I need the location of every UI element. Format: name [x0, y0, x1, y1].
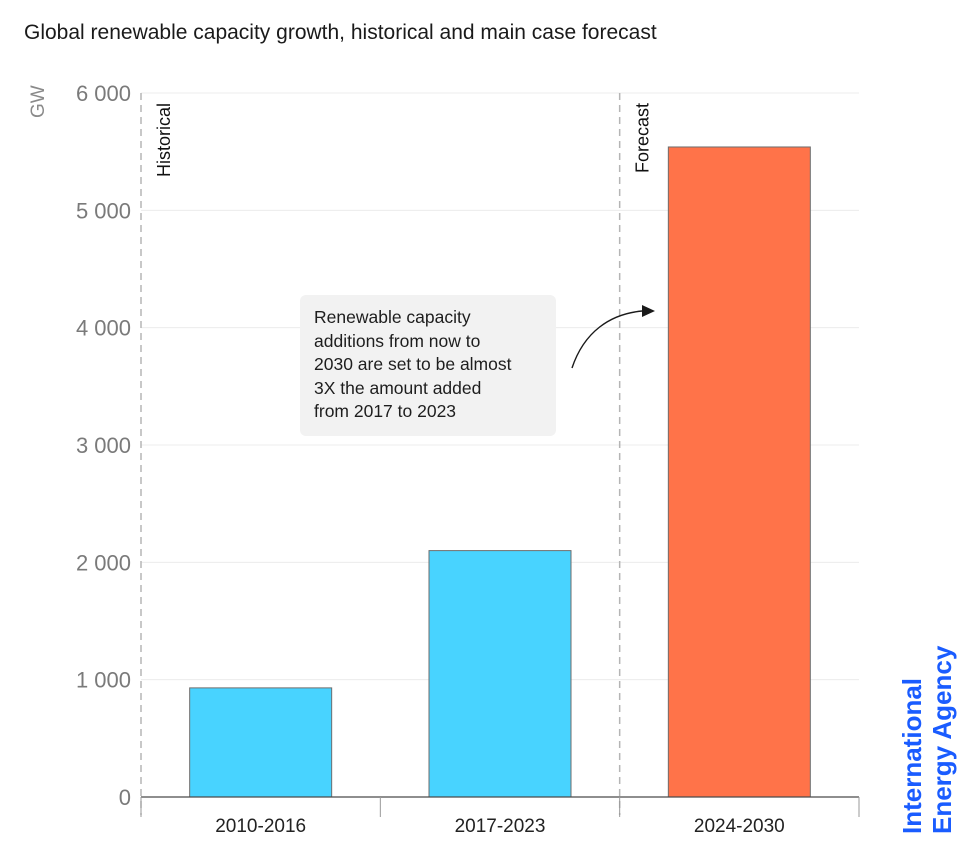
y-tick-label: 5 000 [76, 198, 131, 223]
x-axis [140, 796, 860, 817]
iea-logo: International Energy Agency [897, 645, 957, 834]
logo-line-2: Energy Agency [927, 645, 957, 834]
period-labels: Historical Forecast [154, 103, 653, 177]
y-tick-label: 3 000 [76, 433, 131, 458]
x-tick-label: 2010-2016 [215, 816, 306, 837]
logo-line-1: International [897, 678, 927, 834]
y-tick-label: 4 000 [76, 316, 131, 341]
annotation-line: from 2017 to 2023 [314, 401, 457, 421]
annotation-line: Renewable capacity [314, 307, 471, 327]
annotation-line: 2030 are set to be almost [314, 354, 512, 374]
period-label: Forecast [633, 103, 653, 173]
x-axis-labels: 2010-2016 2017-2023 2024-2030 [215, 816, 785, 837]
bars [189, 146, 811, 798]
chart-title: Global renewable capacity growth, histor… [24, 21, 657, 44]
period-label: Historical [154, 103, 174, 177]
y-tick-label: 6 000 [76, 81, 131, 106]
bar [428, 550, 572, 798]
annotation-line: additions from now to [314, 330, 481, 351]
x-tick-label: 2024-2030 [694, 816, 785, 837]
bar [667, 146, 811, 798]
y-tick-label: 1 000 [76, 668, 131, 693]
y-axis-unit: GW [28, 85, 49, 118]
y-tick-label: 2 000 [76, 550, 131, 575]
annotation-box: Renewable capacity additions from now to… [300, 295, 556, 436]
period-dividers [140, 93, 621, 815]
annotation-line: 3X the amount added [314, 377, 482, 398]
x-tick-label: 2017-2023 [455, 816, 546, 837]
y-axis-ticks: 0 1 000 2 000 3 000 4 000 5 000 6 000 [76, 81, 131, 810]
bar [189, 687, 333, 798]
annotation-arrow-icon [571, 305, 655, 369]
y-tick-label: 0 [119, 785, 131, 810]
